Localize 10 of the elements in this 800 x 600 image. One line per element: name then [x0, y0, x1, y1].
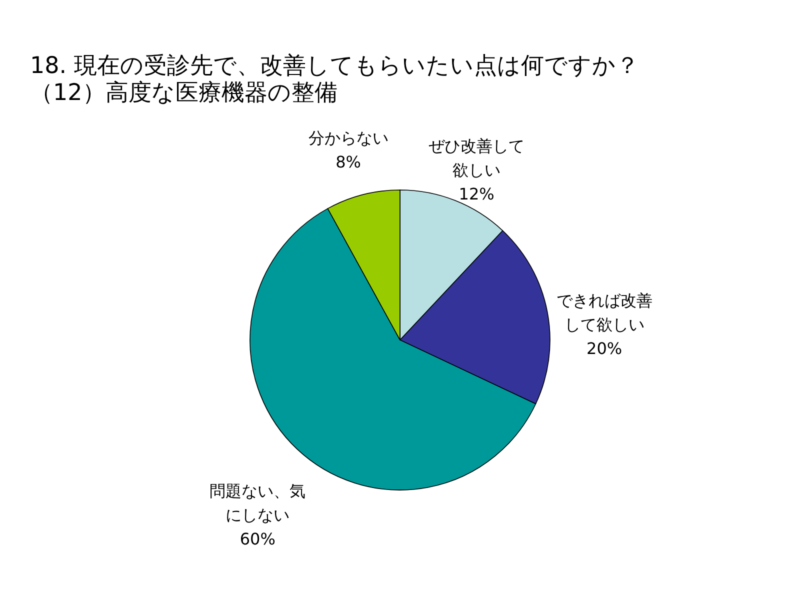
- data-label: 20%: [586, 339, 622, 358]
- slice-label: ぜひ改善して欲しい: [428, 136, 525, 180]
- data-label: 60%: [240, 530, 276, 549]
- data-label: 8%: [336, 152, 361, 172]
- chart-subtitle: （12）高度な医療機器の整備: [30, 80, 338, 106]
- slice-label: できれば改善して欲しい: [556, 291, 652, 334]
- slice-label: 分からない: [308, 128, 388, 148]
- chart-title: 18. 現在の受診先で、改善してもらいたい点は何ですか？: [30, 53, 639, 79]
- data-label: 12%: [458, 184, 494, 204]
- slice-label: 問題ない、気にしない: [210, 482, 306, 525]
